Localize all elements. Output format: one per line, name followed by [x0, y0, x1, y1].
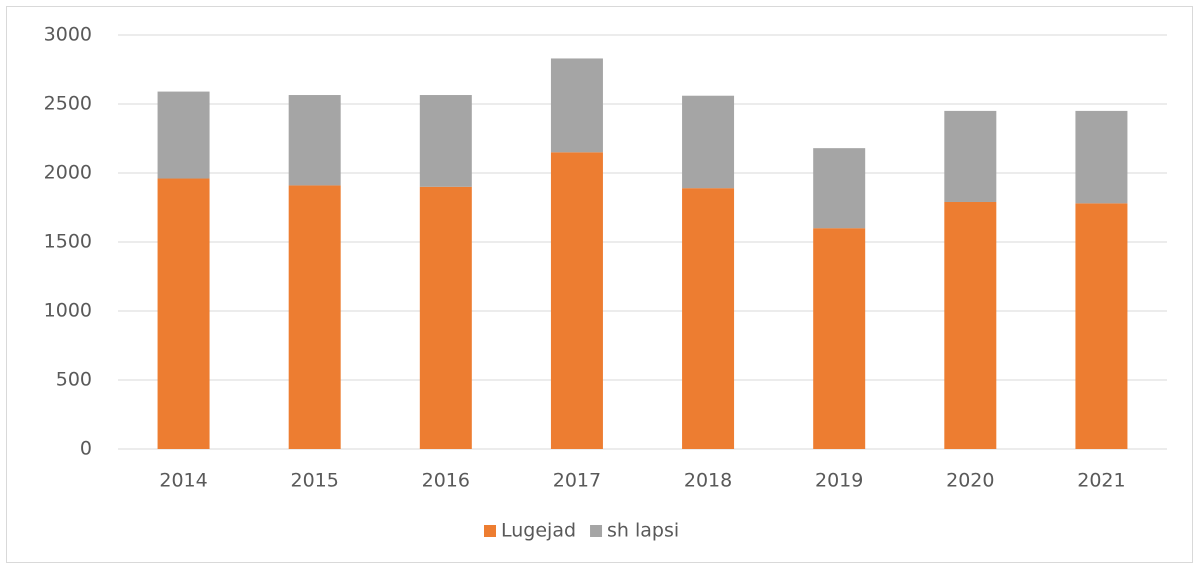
- y-tick-label: 3000: [44, 24, 92, 46]
- legend-label: sh lapsi: [607, 520, 679, 542]
- bar-segment: [550, 152, 603, 450]
- x-tick-label: 2021: [1077, 470, 1125, 492]
- bar-segment: [682, 95, 735, 189]
- x-tick-label: 2019: [815, 470, 863, 492]
- y-tick-label: 0: [80, 438, 92, 460]
- x-tick-label: 2017: [553, 470, 601, 492]
- legend-label: Lugejad: [501, 520, 576, 542]
- y-tick-label: 500: [56, 369, 92, 391]
- x-tick-label: 2018: [684, 470, 732, 492]
- y-tick-label: 2500: [44, 93, 92, 115]
- x-tick-label: 2020: [946, 470, 994, 492]
- bar-segment: [813, 148, 866, 229]
- bar-segment: [419, 95, 472, 187]
- bar-segment: [157, 91, 210, 179]
- bar-segment: [944, 201, 997, 449]
- x-tick-label: 2014: [159, 470, 207, 492]
- bar-segment: [682, 188, 735, 449]
- legend-swatch: [590, 525, 603, 537]
- bar-segment: [813, 228, 866, 449]
- y-tick-label: 2000: [44, 162, 92, 184]
- bar-segment: [944, 110, 997, 202]
- bar-segment: [1075, 203, 1128, 449]
- bar-segment: [419, 186, 472, 450]
- x-tick-label: 2016: [422, 470, 470, 492]
- x-tick-label: 2015: [291, 470, 339, 492]
- y-tick-label: 1500: [44, 231, 92, 253]
- legend-swatch: [484, 525, 496, 537]
- bar-segment: [550, 58, 603, 153]
- bar-segment: [157, 178, 210, 449]
- bar-segment: [288, 185, 341, 450]
- bar-segment: [1075, 110, 1128, 204]
- bar-segment: [288, 95, 341, 186]
- y-tick-label: 1000: [44, 300, 92, 322]
